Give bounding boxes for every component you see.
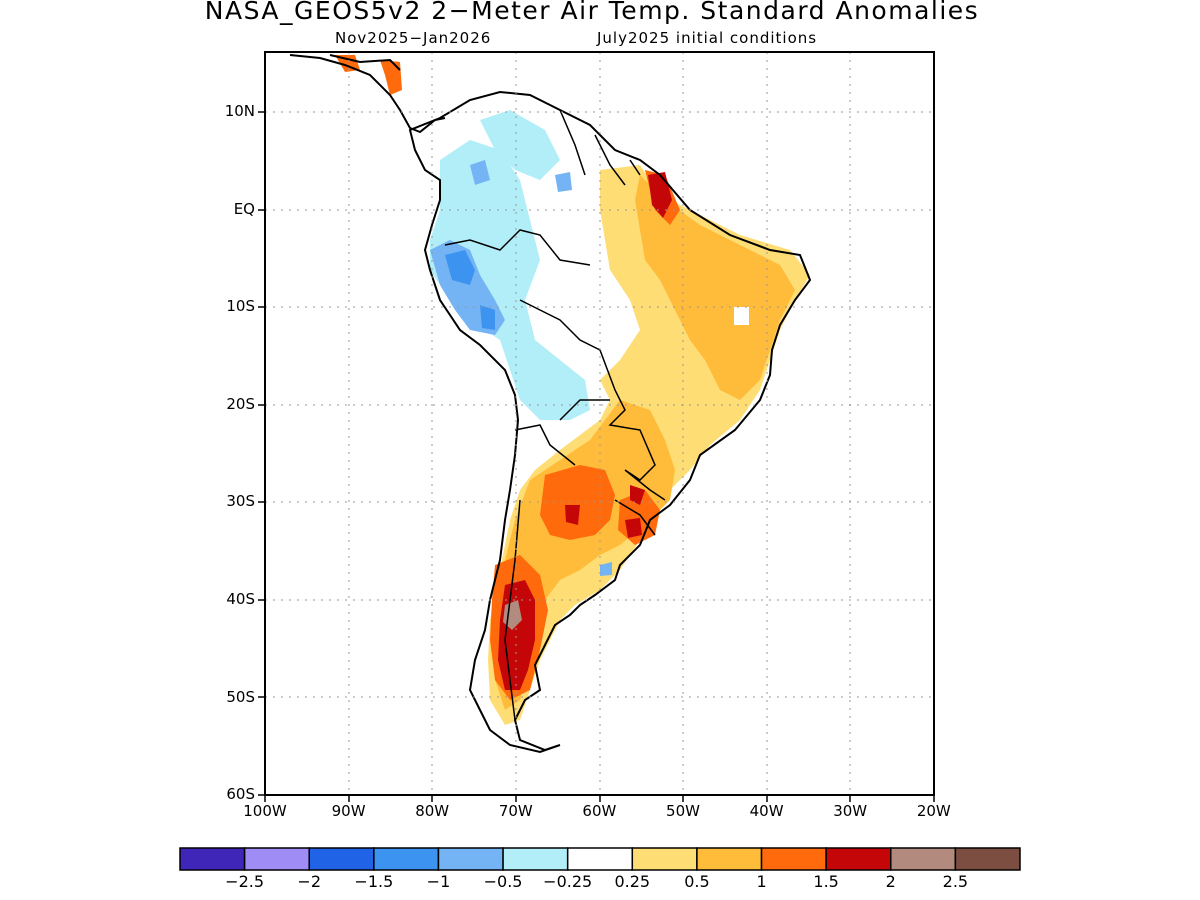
anomaly-region-negative-weak [480, 110, 560, 180]
x-tick-label: 100W [243, 802, 287, 820]
colorbar-tick-label: −1.5 [354, 872, 394, 891]
x-tick-label: 40W [749, 802, 784, 820]
colorbar-tick-label: 2 [885, 872, 896, 891]
anomaly-region-negative-weak [430, 140, 590, 420]
anomaly-region-negative-1 [445, 250, 495, 330]
colorbar-swatch [696, 847, 763, 871]
colorbar-swatch [954, 847, 1021, 871]
colorbar-tick-label: 1 [756, 872, 767, 891]
colorbar-swatch [890, 847, 957, 871]
x-tick-label: 80W [415, 802, 450, 820]
x-tick-label: 70W [498, 802, 533, 820]
colorbar-swatch [373, 847, 440, 871]
x-tick-label: 90W [331, 802, 366, 820]
colorbar-tick-label: −2 [297, 872, 322, 891]
y-tick-label: 10N [224, 102, 255, 120]
forecast-period: Nov2025−Jan2026 [335, 29, 492, 47]
border-lines [444, 109, 666, 721]
colorbar-swatch [502, 847, 569, 871]
colorbar-swatch [760, 847, 827, 871]
coastline-south-america [408, 90, 812, 754]
x-tick-label: 50W [666, 802, 700, 820]
colorbar-swatch [308, 847, 375, 871]
colorbar-tick-label: 2.5 [942, 872, 969, 891]
y-tick-label: 60S [226, 785, 255, 804]
colorbar-tick-label: 1.5 [813, 872, 839, 891]
coastline-central-america [289, 54, 446, 134]
colorbar [179, 847, 1021, 871]
colorbar-swatch [566, 847, 634, 871]
x-tick-label: 30W [833, 802, 868, 820]
anomaly-region-positive-2 [565, 485, 645, 538]
colorbar-tick-label: 0.25 [614, 872, 651, 891]
x-tick-label: 20W [916, 802, 951, 820]
x-tick-label: 60W [582, 802, 617, 820]
anomaly-region-positive-1-5 [335, 55, 402, 95]
chart-title: NASA_GEOS5v2 2−Meter Air Temp. Standard … [204, 0, 980, 25]
initial-conditions: July2025 initial conditions [597, 29, 818, 47]
anomaly-fill [335, 55, 810, 725]
colorbar-swatch [437, 847, 504, 871]
colorbar-tick-label: −0.25 [543, 872, 593, 891]
y-tick-label: 10S [226, 297, 255, 316]
axis-ticks [258, 111, 935, 802]
colorbar-tick-label: −2.5 [225, 872, 265, 891]
colorbar-swatch [179, 847, 246, 871]
colorbar-tick-label: 0.5 [684, 872, 710, 891]
y-tick-label: 20S [226, 394, 255, 413]
y-tick-label: 40S [226, 590, 255, 608]
colorbar-swatch [243, 847, 310, 871]
anomaly-region-neutral [734, 307, 749, 325]
colorbar-swatch [631, 847, 698, 871]
y-tick-label: 50S [226, 687, 255, 706]
colorbar-tick-label: −1 [426, 872, 451, 891]
y-tick-label: 30S [226, 492, 255, 511]
anomaly-region-positive-1 [635, 175, 795, 400]
colorbar-swatch [825, 847, 892, 871]
y-tick-label: EQ [233, 199, 255, 218]
coastlines [289, 54, 812, 754]
colorbar-tick-label: −0.5 [483, 872, 523, 891]
